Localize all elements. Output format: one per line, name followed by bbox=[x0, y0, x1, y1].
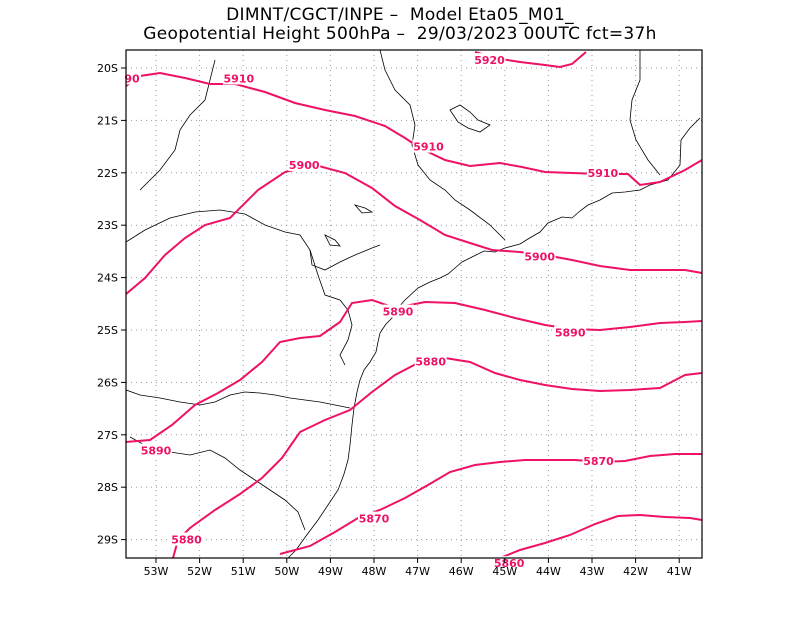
contour-label-background bbox=[170, 532, 203, 546]
contour-label-background bbox=[493, 556, 526, 570]
lat-tick-label: 24S bbox=[97, 272, 118, 285]
contour-label-background bbox=[288, 157, 321, 171]
contour-label-background bbox=[414, 354, 447, 368]
contour-5900 bbox=[125, 163, 703, 295]
state-border bbox=[125, 209, 381, 271]
contour-label-background bbox=[222, 71, 255, 85]
state-border bbox=[629, 50, 661, 176]
contour-label: 5900 bbox=[289, 159, 320, 172]
lon-tick-label: 48W bbox=[362, 565, 387, 578]
lat-tick-label: 25S bbox=[97, 324, 118, 337]
state-border bbox=[139, 59, 216, 191]
lon-tick-label: 53W bbox=[144, 565, 169, 578]
axis-ticks: 53W 52W 51W 50W 49W 48W 47W 46W 45W 44W 43W 42W 41W 2… bbox=[97, 62, 692, 578]
lon-tick-label: 44W bbox=[536, 565, 561, 578]
lon-tick-label: 42W bbox=[623, 565, 648, 578]
contour-5860 bbox=[499, 513, 703, 559]
contour-label: 5910 bbox=[588, 167, 619, 180]
contour-label: 5870 bbox=[359, 513, 390, 526]
lat-tick-label: 29S bbox=[97, 534, 118, 547]
contour-5880 bbox=[172, 356, 703, 559]
lake bbox=[449, 104, 491, 133]
lon-tick-label: 46W bbox=[449, 565, 474, 578]
contour-label: 5890 bbox=[383, 306, 414, 319]
contour-label: 5890 bbox=[555, 327, 586, 340]
coastline-and-borders bbox=[125, 49, 701, 559]
contour-labels: 5920 5910 5910 5910 5900 5900 5890 5890 5890 5880… bbox=[123, 53, 619, 570]
lon-tick-label: 49W bbox=[318, 565, 343, 578]
map-frame bbox=[125, 49, 703, 559]
contour-label: 90 bbox=[124, 72, 140, 85]
contour-5870 bbox=[279, 453, 702, 555]
contour-label-background bbox=[381, 304, 414, 318]
contour-label: 5870 bbox=[583, 455, 614, 468]
contour-label-background bbox=[523, 249, 556, 263]
lat-tick-label: 27S bbox=[97, 429, 118, 442]
lake bbox=[353, 204, 374, 214]
contour-label: 5880 bbox=[415, 355, 446, 368]
contour-label: 5900 bbox=[524, 251, 555, 264]
lat-tick-label: 21S bbox=[97, 114, 118, 127]
lon-tick-label: 52W bbox=[187, 565, 212, 578]
title-line-2: Geopotential Height 500hPa – 29/03/2023 … bbox=[143, 24, 657, 44]
contour-label-background bbox=[123, 71, 142, 85]
contour-label-background bbox=[554, 325, 587, 339]
lon-tick-label: 43W bbox=[580, 565, 605, 578]
lat-tick-label: 20S bbox=[97, 62, 118, 75]
contour-label: 5910 bbox=[224, 72, 255, 85]
contour-label-background bbox=[586, 165, 619, 179]
contour-lines bbox=[125, 51, 703, 559]
contour-label: 5880 bbox=[171, 534, 202, 547]
coastline bbox=[287, 117, 701, 559]
state-border bbox=[379, 49, 506, 241]
title-line-1: DIMNT/CGCT/INPE – Model Eta05_M01_ bbox=[226, 5, 574, 25]
lat-tick-label: 28S bbox=[97, 481, 118, 494]
contour-label-background bbox=[473, 53, 506, 67]
contour-label: 5890 bbox=[141, 445, 172, 458]
lon-tick-label: 41W bbox=[667, 565, 692, 578]
map-title: DIMNT/CGCT/INPE – Model Eta05_M01_ Geopo… bbox=[0, 6, 800, 44]
contour-label: 5860 bbox=[494, 557, 525, 570]
lat-tick-label: 26S bbox=[97, 376, 118, 389]
lon-tick-label: 45W bbox=[492, 565, 517, 578]
lat-tick-label: 22S bbox=[97, 167, 118, 180]
lon-tick-label: 47W bbox=[405, 565, 430, 578]
lat-tick-label: 23S bbox=[97, 219, 118, 232]
contour-5890 bbox=[125, 298, 703, 443]
contour-label-background bbox=[582, 454, 615, 467]
lake bbox=[324, 234, 341, 247]
contour-label-background bbox=[358, 511, 390, 525]
contour-label-background bbox=[412, 139, 445, 153]
lon-tick-label: 50W bbox=[274, 565, 299, 578]
contour-label: 5910 bbox=[413, 141, 444, 154]
state-border bbox=[125, 389, 351, 409]
lon-tick-label: 51W bbox=[231, 565, 256, 578]
contour-label: 5920 bbox=[474, 54, 505, 67]
contour-label-background bbox=[140, 443, 172, 457]
